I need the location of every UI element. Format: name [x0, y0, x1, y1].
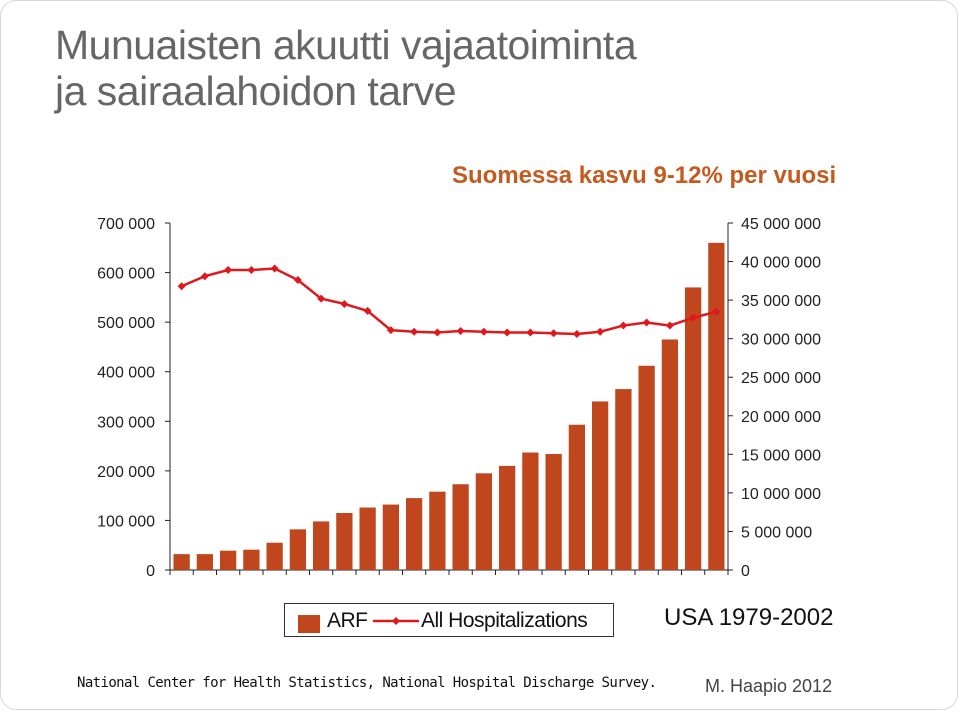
point-all-hospitalizations — [689, 313, 698, 322]
point-all-hospitalizations — [665, 321, 674, 330]
right-axis-tick-label: 15 000 000 — [741, 447, 821, 464]
point-all-hospitalizations — [293, 276, 302, 285]
left-axis-tick-label: 0 — [146, 563, 155, 580]
right-axis-tick-label: 35 000 000 — [741, 293, 821, 310]
chart-subtitle: Suomessa kasvu 9-12% per vuosi — [452, 162, 837, 189]
left-axis-tick-label: 100 000 — [97, 513, 155, 530]
point-all-hospitalizations — [433, 328, 442, 337]
right-axis-tick-label: 25 000 000 — [741, 370, 821, 387]
bar-arf — [498, 465, 516, 570]
left-axis-tick-label: 700 000 — [97, 216, 155, 233]
bar-arf — [591, 401, 609, 570]
bar-arf — [661, 339, 679, 570]
right-axis-tick-label: 40 000 000 — [741, 255, 821, 272]
left-axis-tick-label: 400 000 — [97, 365, 155, 382]
point-all-hospitalizations — [317, 294, 326, 303]
region-label: USA 1979-2002 — [664, 604, 834, 631]
right-axis-tick-label: 0 — [741, 563, 750, 580]
right-axis-tick-label: 5 000 000 — [741, 524, 812, 541]
point-all-hospitalizations — [479, 327, 488, 336]
point-all-hospitalizations — [572, 330, 581, 339]
bar-arf — [452, 484, 469, 570]
point-all-hospitalizations — [224, 266, 233, 275]
point-all-hospitalizations — [270, 264, 279, 273]
left-axis-tick-label: 200 000 — [97, 464, 155, 481]
point-all-hospitalizations — [712, 307, 721, 316]
point-all-hospitalizations — [386, 326, 395, 335]
legend-label-hospitalizations: All Hospitalizations — [421, 609, 588, 632]
point-all-hospitalizations — [619, 321, 628, 330]
right-axis-tick-label: 30 000 000 — [741, 332, 821, 349]
bar-arf — [475, 473, 493, 570]
source-citation: National Center for Health Statistics, N… — [77, 675, 657, 691]
right-axis-tick-label: 45 000 000 — [741, 216, 821, 233]
bar-arf — [382, 504, 400, 570]
point-all-hospitalizations — [503, 328, 512, 337]
bar-arf — [429, 491, 446, 570]
point-all-hospitalizations — [526, 328, 535, 337]
legend-marker-hospitalizations — [373, 617, 419, 625]
legend-swatch-arf — [298, 615, 320, 633]
point-all-hospitalizations — [247, 266, 256, 275]
point-all-hospitalizations — [549, 329, 558, 338]
line-all-hospitalizations — [181, 267, 717, 336]
bar-arf — [405, 498, 423, 570]
right-axis-tick-label: 20 000 000 — [741, 409, 821, 426]
point-all-hospitalizations — [200, 272, 209, 281]
point-all-hospitalizations — [456, 326, 465, 335]
point-all-hospitalizations — [363, 306, 372, 315]
author-credit: M. Haapio 2012 — [705, 676, 833, 696]
point-all-hospitalizations — [340, 299, 349, 308]
bar-arf — [312, 521, 330, 570]
bar-arf — [545, 454, 562, 570]
bar-arf — [708, 242, 725, 571]
bar-arf — [568, 424, 586, 570]
point-all-hospitalizations — [596, 327, 605, 336]
bar-arf — [243, 549, 260, 570]
title-line-1: Munuaisten akuutti vajaatoiminta — [55, 22, 637, 68]
legend-label-arf: ARF — [327, 609, 368, 632]
bar-arf — [522, 452, 539, 570]
title-line-2: ja sairaalahoidon tarve — [55, 68, 457, 114]
chart-legend: ARF All Hospitalizations — [284, 603, 614, 637]
slide-title: Munuaisten akuutti vajaatoiminta ja sair… — [55, 22, 915, 114]
bar-arf — [615, 389, 632, 570]
bar-arf — [638, 365, 655, 570]
bar-arf — [289, 529, 307, 570]
bar-arf — [196, 554, 214, 570]
left-axis-tick-label: 500 000 — [97, 315, 155, 332]
right-axis-tick-label: 10 000 000 — [741, 486, 821, 503]
point-all-hospitalizations — [410, 327, 419, 336]
bar-arf — [684, 287, 702, 570]
bar-arf — [266, 542, 283, 570]
point-all-hospitalizations — [642, 318, 651, 327]
bar-arf — [336, 512, 353, 570]
left-axis-tick-label: 300 000 — [97, 414, 155, 431]
left-axis-tick-label: 600 000 — [97, 266, 155, 283]
bar-arf — [173, 554, 190, 570]
point-all-hospitalizations — [177, 282, 186, 291]
bar-arf — [359, 507, 376, 570]
bar-arf — [219, 550, 237, 570]
